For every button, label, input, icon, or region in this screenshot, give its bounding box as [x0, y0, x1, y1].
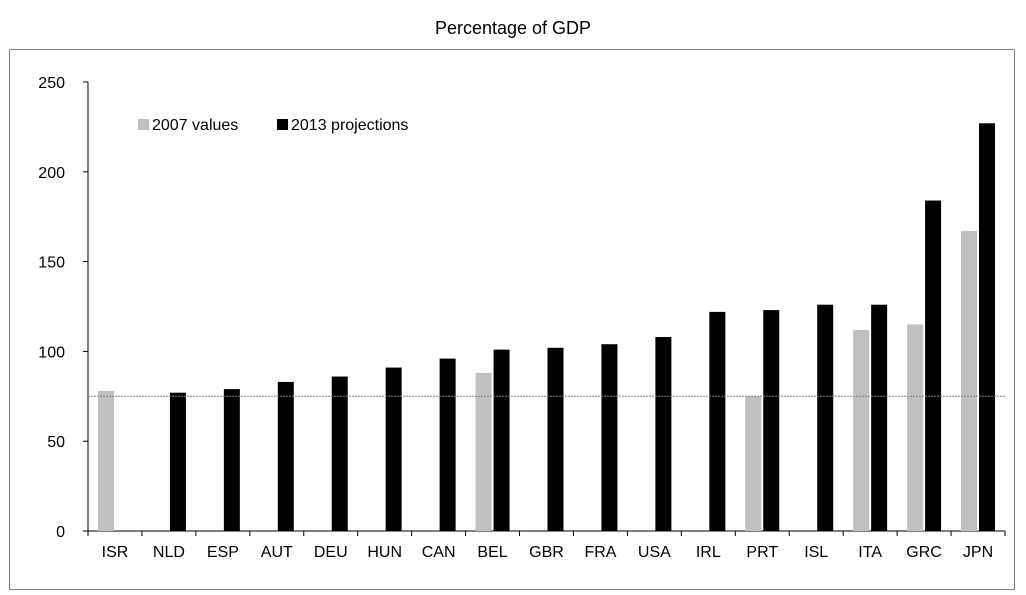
bar-2013-esp: [224, 389, 240, 531]
x-category-label: BEL: [477, 544, 507, 561]
bar-2013-aut: [278, 382, 294, 531]
x-category-label: PRT: [746, 544, 778, 561]
x-category-label: GBR: [529, 544, 564, 561]
x-category-label: FRA: [584, 544, 616, 561]
x-category-label: IRL: [696, 544, 721, 561]
legend-item-2007-swatch: [138, 119, 149, 130]
x-category-label: ISR: [102, 544, 129, 561]
x-category-label: AUT: [261, 544, 293, 561]
bar-2013-gbr: [548, 348, 564, 531]
bar-2007-isr: [98, 391, 114, 531]
bar-2007-jpn: [961, 231, 977, 531]
bar-2013-bel: [494, 350, 510, 531]
x-category-label: NLD: [153, 544, 185, 561]
x-category-label: CAN: [422, 544, 456, 561]
y-tick-label: 150: [38, 255, 65, 272]
y-tick-label: 100: [38, 344, 65, 361]
legend-item-2013-swatch: [277, 119, 288, 130]
x-category-label: DEU: [314, 544, 348, 561]
y-tick-label: 200: [38, 165, 65, 182]
bar-2013-irl: [709, 312, 725, 531]
x-category-label: ISL: [804, 544, 828, 561]
legend-item-2007-label: 2007 values: [152, 117, 238, 134]
bar-2013-ita: [871, 305, 887, 531]
bar-2013-usa: [655, 337, 671, 531]
x-category-label: ESP: [207, 544, 239, 561]
x-category-label: JPN: [963, 544, 993, 561]
y-tick-label: 250: [38, 75, 65, 92]
bar-2013-can: [440, 359, 456, 531]
bar-2007-grc: [907, 324, 923, 531]
bar-2013-jpn: [979, 123, 995, 531]
bar-2013-deu: [332, 377, 348, 531]
y-tick-label: 50: [47, 434, 65, 451]
bar-2013-fra: [601, 344, 617, 531]
bar-2007-ita: [853, 330, 869, 531]
bar-2013-grc: [925, 201, 941, 531]
x-category-label: ITA: [858, 544, 882, 561]
x-category-label: GRC: [906, 544, 942, 561]
bar-2007-prt: [745, 396, 761, 531]
bar-2013-isl: [817, 305, 833, 531]
bar-2007-bel: [476, 373, 492, 531]
x-category-label: USA: [638, 544, 671, 561]
bar-2013-hun: [386, 368, 402, 531]
legend-item-2013-label: 2013 projections: [291, 117, 408, 134]
y-tick-label: 0: [56, 524, 65, 541]
bar-2013-prt: [763, 310, 779, 531]
bar-2013-nld: [170, 393, 186, 531]
x-category-label: HUN: [367, 544, 402, 561]
